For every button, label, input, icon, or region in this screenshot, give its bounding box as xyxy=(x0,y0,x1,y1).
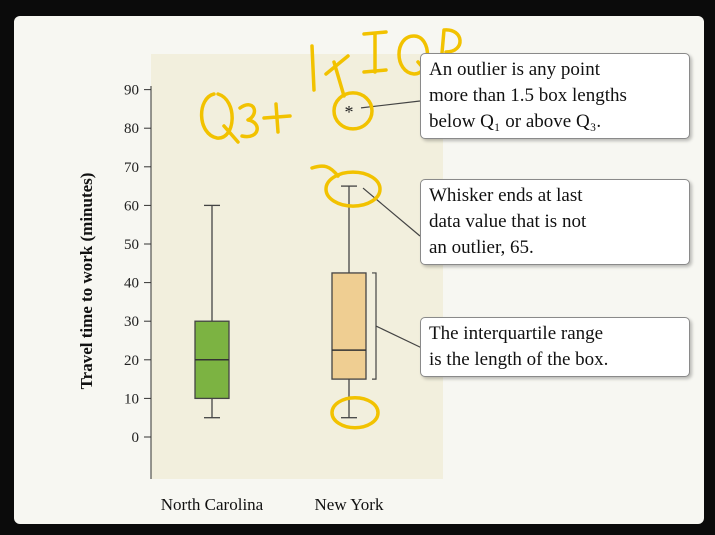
ink-3 xyxy=(238,103,259,139)
box-new-york: * xyxy=(331,102,367,419)
ink-plus xyxy=(262,102,292,134)
ink-R xyxy=(438,28,468,78)
y-tick-label: 0 xyxy=(132,430,140,446)
ink-outlier-circle xyxy=(332,91,374,131)
y-tick-label: 10 xyxy=(124,391,139,407)
ink-max-circle xyxy=(324,170,382,208)
category-label: New York xyxy=(315,495,384,514)
box-series: * xyxy=(194,102,367,419)
ink-1-5 xyxy=(310,44,350,98)
ink-I xyxy=(362,30,388,74)
outlier-callout-line-3: below Q₁ or above Q₃. xyxy=(429,111,602,132)
y-tick-label: 80 xyxy=(124,121,139,137)
y-tick-label: 90 xyxy=(124,83,139,99)
y-tick-label: 70 xyxy=(124,160,139,176)
y-axis-ticks: 0 10 20 30 40 50 60 70 80 90 xyxy=(124,83,151,446)
y-axis-label: Travel time to work (minutes) xyxy=(77,173,96,390)
y-tick-label: 20 xyxy=(124,353,139,369)
box-north-carolina xyxy=(194,204,230,419)
slide-frame: Travel time to work (minutes) 0 10 20 30 40 5… xyxy=(14,16,704,524)
whisker-pointer xyxy=(362,187,421,237)
whisker-callout-line-3: an outlier, 65. xyxy=(429,237,534,258)
whisker-callout-line-2: data value that is not xyxy=(429,211,587,232)
ink-q xyxy=(199,92,240,144)
y-tick-label: 40 xyxy=(124,276,139,292)
category-labels: North Carolina New York xyxy=(161,495,384,514)
iqr-box xyxy=(331,272,367,380)
iqr-callout-line-1: The interquartile range xyxy=(429,323,604,344)
iqr-pointer xyxy=(375,325,425,350)
outlier-callout: An outlier is any point more than 1.5 bo… xyxy=(420,53,690,139)
whisker-callout: Whisker ends at last data value that is … xyxy=(420,179,690,265)
outlier-callout-line-1: An outlier is any point xyxy=(429,59,600,80)
y-tick-label: 50 xyxy=(124,237,139,253)
category-label: North Carolina xyxy=(161,495,264,514)
y-tick-label: 30 xyxy=(124,314,139,330)
outlier-point: * xyxy=(345,102,354,122)
outlier-callout-line-2: more than 1.5 box lengths xyxy=(429,85,627,106)
plot-background xyxy=(151,54,443,479)
ink-hook xyxy=(310,164,340,178)
whisker-callout-line-1: Whisker ends at last xyxy=(429,185,583,206)
box-plot-chart: Travel time to work (minutes) 0 10 20 30 40 5… xyxy=(77,28,468,514)
ink-min-circle xyxy=(330,395,380,430)
iqr-callout: The interquartile range is the length of… xyxy=(420,317,690,377)
iqr-callout-line-2: is the length of the box. xyxy=(429,349,609,370)
y-tick-label: 60 xyxy=(124,198,139,214)
